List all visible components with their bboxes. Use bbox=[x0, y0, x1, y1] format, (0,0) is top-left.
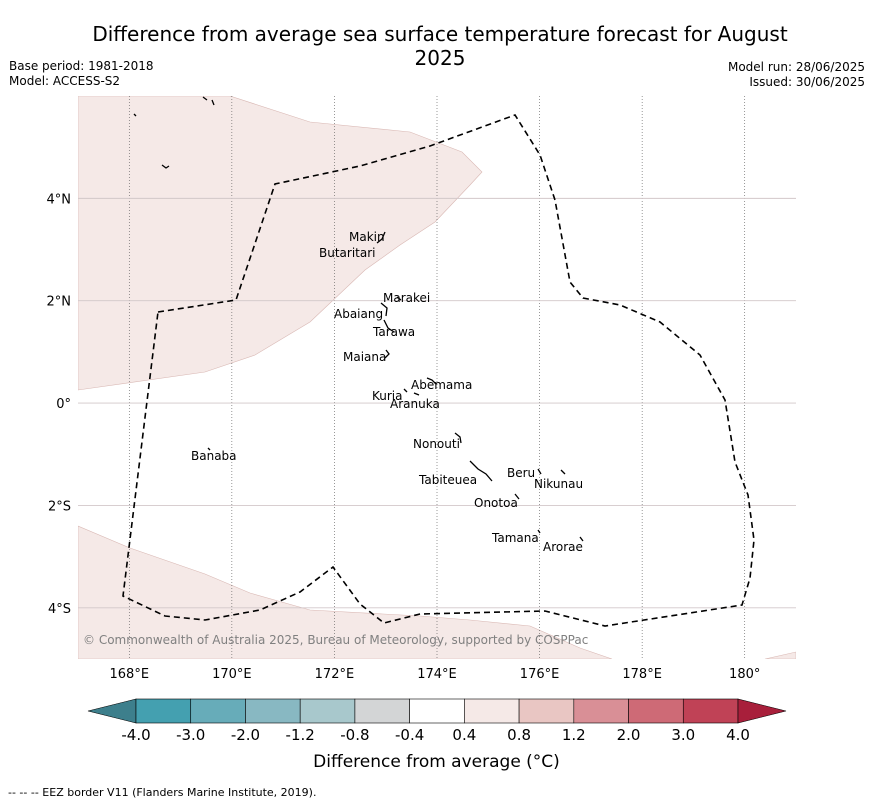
island-shapes bbox=[133, 96, 584, 542]
lon-tick-label: 170°E bbox=[212, 667, 252, 682]
colorbar-tick-label: 0.8 bbox=[507, 726, 531, 744]
island-label-abaiang: Abaiang bbox=[334, 307, 383, 321]
lon-tick-label: 178°E bbox=[622, 667, 662, 682]
lat-tick-label: 0° bbox=[56, 397, 71, 412]
island-shape bbox=[454, 432, 462, 444]
island-shape bbox=[413, 392, 420, 396]
anomaly-region-north bbox=[78, 96, 483, 391]
colorbar-segment bbox=[518, 698, 575, 724]
island-labels: Makin Butaritari Marakei Abaiang Tarawa … bbox=[191, 230, 583, 554]
colorbar-tick-label: 1.2 bbox=[562, 726, 586, 744]
island-shape bbox=[537, 529, 541, 534]
island-shape bbox=[383, 319, 395, 333]
anomaly-region-southeast bbox=[764, 651, 796, 659]
island-shape bbox=[202, 96, 208, 101]
graticule bbox=[78, 96, 796, 659]
island-shape bbox=[133, 113, 137, 117]
colorbar-segment bbox=[682, 698, 739, 724]
colorbar-under-arrow bbox=[87, 698, 137, 724]
colorbar-segment bbox=[190, 698, 246, 724]
island-shape bbox=[207, 447, 211, 451]
island-shape bbox=[537, 468, 542, 475]
island-shape bbox=[161, 164, 170, 169]
lon-tick-label: 168°E bbox=[110, 667, 150, 682]
island-label-abemama: Abemama bbox=[411, 378, 472, 392]
eez-border bbox=[122, 114, 755, 627]
island-label-kuria: Kuria bbox=[372, 389, 403, 403]
base-period: Base period: 1981-2018 bbox=[9, 59, 154, 73]
colorbar: -4.0 -3.0 -2.0 -1.2 -0.8 -0.4 0.4 0.8 1.2 2.0 3.0 4… bbox=[87, 698, 787, 744]
island-shape bbox=[426, 377, 437, 385]
island-label-nikunau: Nikunau bbox=[534, 477, 583, 491]
axis-labels: 168°E 170°E 172°E 174°E 176°E 178°E 180° 4°N 2°N… bbox=[47, 192, 761, 682]
island-label-maiana: Maiana bbox=[343, 350, 386, 364]
island-label-tamana: Tamana bbox=[491, 531, 539, 545]
colorbar-tick-label: -0.4 bbox=[395, 726, 424, 744]
colorbar-tick-label: 0.4 bbox=[452, 726, 476, 744]
colorbar-tick-label: -1.2 bbox=[286, 726, 315, 744]
colorbar-segments bbox=[135, 698, 739, 724]
island-label-banaba: Banaba bbox=[191, 449, 237, 463]
island-label-marakei: Marakei bbox=[383, 291, 430, 305]
colorbar-segment bbox=[354, 698, 410, 724]
colorbar-tick-label: -0.8 bbox=[340, 726, 369, 744]
island-label-arorae: Arorae bbox=[543, 540, 583, 554]
island-shape bbox=[396, 296, 402, 301]
island-shape bbox=[384, 349, 390, 359]
meta-left: Base period: 1981-2018 Model: ACCESS-S2 bbox=[9, 59, 154, 89]
model-run: Model run: 28/06/2025 bbox=[727, 60, 865, 74]
colorbar-label: Difference from average (°C) bbox=[313, 752, 560, 772]
island-label-butaritari: Butaritari bbox=[319, 246, 376, 260]
lat-tick-label: 4°N bbox=[47, 192, 72, 207]
island-label-aranuka: Aranuka bbox=[390, 397, 440, 411]
island-shape bbox=[380, 302, 388, 317]
lat-tick-label: 2°N bbox=[47, 295, 72, 310]
colorbar-segment bbox=[245, 698, 301, 724]
colorbar-segment bbox=[464, 698, 520, 724]
lat-tick-label: 2°S bbox=[48, 499, 71, 514]
colorbar-segment bbox=[135, 698, 192, 724]
island-shape bbox=[403, 388, 408, 393]
page-title: Difference from average sea surface temp… bbox=[92, 22, 788, 70]
colorbar-over-arrow bbox=[737, 698, 787, 724]
colorbar-segment bbox=[628, 698, 684, 724]
lon-tick-label: 174°E bbox=[417, 667, 457, 682]
footer-note: -- -- -- EEZ border V11 (Flanders Marine… bbox=[8, 786, 317, 799]
colorbar-tick-label: -2.0 bbox=[231, 726, 260, 744]
colorbar-tick-label: 2.0 bbox=[617, 726, 641, 744]
copyright-notice: © Commonwealth of Australia 2025, Bureau… bbox=[83, 633, 588, 647]
island-label-tarawa: Tarawa bbox=[372, 325, 415, 339]
lon-tick-label: 180° bbox=[729, 667, 760, 682]
island-shape bbox=[579, 536, 584, 542]
colorbar-segment bbox=[409, 698, 465, 724]
colorbar-tick-labels: -4.0 -3.0 -2.0 -1.2 -0.8 -0.4 0.4 0.8 1.2 2.0 3.0 4… bbox=[121, 726, 750, 744]
map-frame: Makin Butaritari Marakei Abaiang Tarawa … bbox=[78, 96, 796, 659]
colorbar-tick-label: 4.0 bbox=[726, 726, 750, 744]
issued-date: Issued: 30/06/2025 bbox=[749, 75, 865, 89]
colorbar-tick-label: 3.0 bbox=[671, 726, 695, 744]
lon-tick-label: 172°E bbox=[315, 667, 355, 682]
island-label-nonouti: Nonouti bbox=[413, 437, 460, 451]
island-label-beru: Beru bbox=[507, 466, 535, 480]
colorbar-tick-label: -3.0 bbox=[176, 726, 205, 744]
island-shape bbox=[376, 231, 386, 244]
colorbar-tick-label: -4.0 bbox=[121, 726, 150, 744]
island-shape bbox=[469, 460, 493, 482]
island-label-makin: Makin bbox=[349, 230, 385, 244]
anomaly-region-south bbox=[78, 525, 613, 659]
island-shape bbox=[211, 99, 215, 106]
island-shape bbox=[560, 469, 566, 475]
meta-right: Model run: 28/06/2025 Issued: 30/06/2025 bbox=[728, 60, 865, 90]
colorbar-segment bbox=[573, 698, 629, 724]
island-shape bbox=[514, 493, 520, 500]
island-label-tabiteuea: Tabiteuea bbox=[418, 473, 477, 487]
lon-tick-label: 176°E bbox=[520, 667, 560, 682]
colorbar-segment bbox=[299, 698, 356, 724]
lat-tick-label: 4°S bbox=[48, 602, 71, 617]
island-label-onotoa: Onotoa bbox=[474, 496, 518, 510]
model-name: Model: ACCESS-S2 bbox=[9, 74, 121, 88]
